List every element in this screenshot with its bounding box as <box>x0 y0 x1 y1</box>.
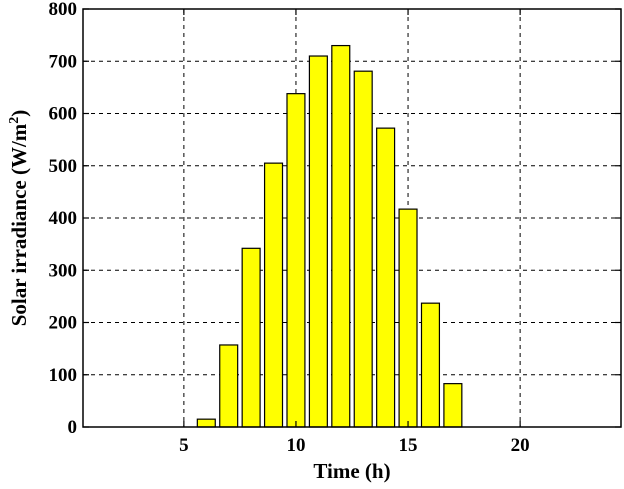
bar-hour-17 <box>443 383 463 428</box>
y-tick-label-600: 600 <box>49 104 78 125</box>
x-tick-labels: 5 10 15 20 <box>179 435 530 456</box>
y-tick-label-200: 200 <box>49 313 78 334</box>
bar-hour-11 <box>308 55 328 428</box>
bar-hour-10 <box>286 93 306 428</box>
y-axis-label-superscript: 2 <box>7 117 22 124</box>
y-tick-label-300: 300 <box>49 260 78 281</box>
y-axis-label-end: ) <box>7 110 31 117</box>
bar-hour-15 <box>398 208 418 428</box>
y-axis-label-main: Solar irradiance (W/m <box>7 123 31 326</box>
bar-hour-14 <box>376 127 396 428</box>
x-tick-label-20: 20 <box>511 435 530 456</box>
x-tick-label-10: 10 <box>286 435 305 456</box>
grid-lines <box>83 9 621 427</box>
axis-ticks <box>83 8 621 428</box>
y-tick-label-400: 400 <box>49 208 78 229</box>
bar-hour-16 <box>420 302 441 428</box>
bar-hour-6 <box>196 418 216 428</box>
bar-hour-9 <box>263 162 284 428</box>
x-axis-label: Time (h) <box>313 459 390 483</box>
y-tick-label-100: 100 <box>49 365 78 386</box>
bar-series <box>196 44 463 428</box>
y-tick-label-700: 700 <box>49 51 78 72</box>
y-tick-label-800: 800 <box>49 0 78 20</box>
y-tick-labels: 0 100 200 300 400 500 600 700 800 <box>49 0 78 438</box>
y-axis-label: Solar irradiance (W/m2) <box>7 110 31 327</box>
y-tick-label-500: 500 <box>49 156 78 177</box>
bar-hour-8 <box>241 247 261 428</box>
x-tick-label-15: 15 <box>399 435 418 456</box>
bar-hour-13 <box>353 70 373 428</box>
x-tick-label-5: 5 <box>179 435 189 456</box>
y-tick-label-0: 0 <box>68 417 78 438</box>
bar-hour-7 <box>219 344 239 428</box>
bar-hour-12 <box>331 44 351 428</box>
